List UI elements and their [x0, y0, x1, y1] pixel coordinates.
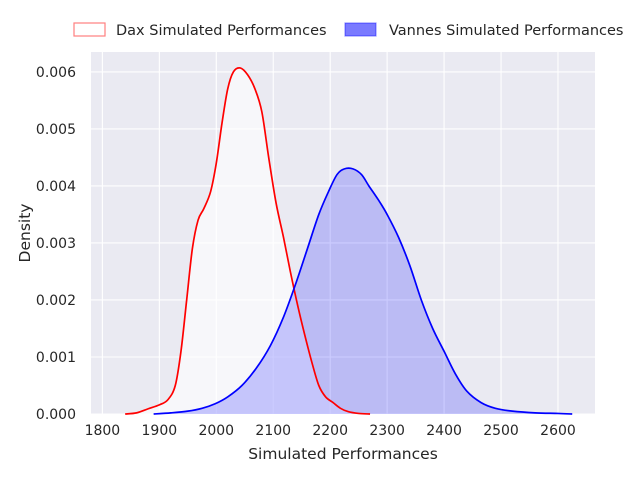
legend-swatch-dax [73, 22, 106, 37]
x-tick-label: 2500 [483, 423, 519, 439]
plot-background [91, 52, 595, 414]
density-areas [125, 67, 573, 415]
dax-density-line [125, 67, 371, 415]
dax-density-area [125, 67, 371, 415]
x-tick-label: 2400 [426, 423, 462, 439]
y-tick-label: 0.000 [36, 407, 76, 423]
x-tick-label: 2600 [540, 423, 576, 439]
vannes-density-line [153, 167, 573, 415]
legend-label-vannes: Vannes Simulated Performances [389, 23, 623, 39]
legend-label-dax: Dax Simulated Performances [116, 23, 327, 39]
y-tick-label: 0.003 [36, 236, 76, 252]
x-tick-labels: 1800 1900 2000 2100 2200 2300 2400 2500 2600 [85, 423, 576, 439]
x-tick-label: 2100 [255, 423, 291, 439]
y-tick-label: 0.002 [36, 293, 76, 309]
legend: Dax Simulated Performances Vannes Simula… [73, 22, 623, 39]
legend-swatch-vannes [344, 22, 377, 37]
y-tick-label: 0.006 [36, 65, 76, 81]
x-axis-label: Simulated Performances [248, 445, 438, 463]
x-tick-label: 1900 [142, 423, 178, 439]
density-lines [125, 67, 573, 415]
x-tick-label: 2000 [198, 423, 234, 439]
y-tick-label: 0.004 [36, 179, 76, 195]
y-tick-label: 0.001 [36, 350, 76, 366]
y-tick-label: 0.005 [36, 122, 76, 138]
x-tick-label: 2200 [312, 423, 348, 439]
y-tick-labels: 0.000 0.001 0.002 0.003 0.004 0.005 0.006 [36, 65, 76, 423]
x-tick-label: 1800 [85, 423, 121, 439]
vannes-density-area [153, 168, 573, 414]
y-axis-label: Density [16, 204, 34, 263]
x-tick-label: 2300 [369, 423, 405, 439]
